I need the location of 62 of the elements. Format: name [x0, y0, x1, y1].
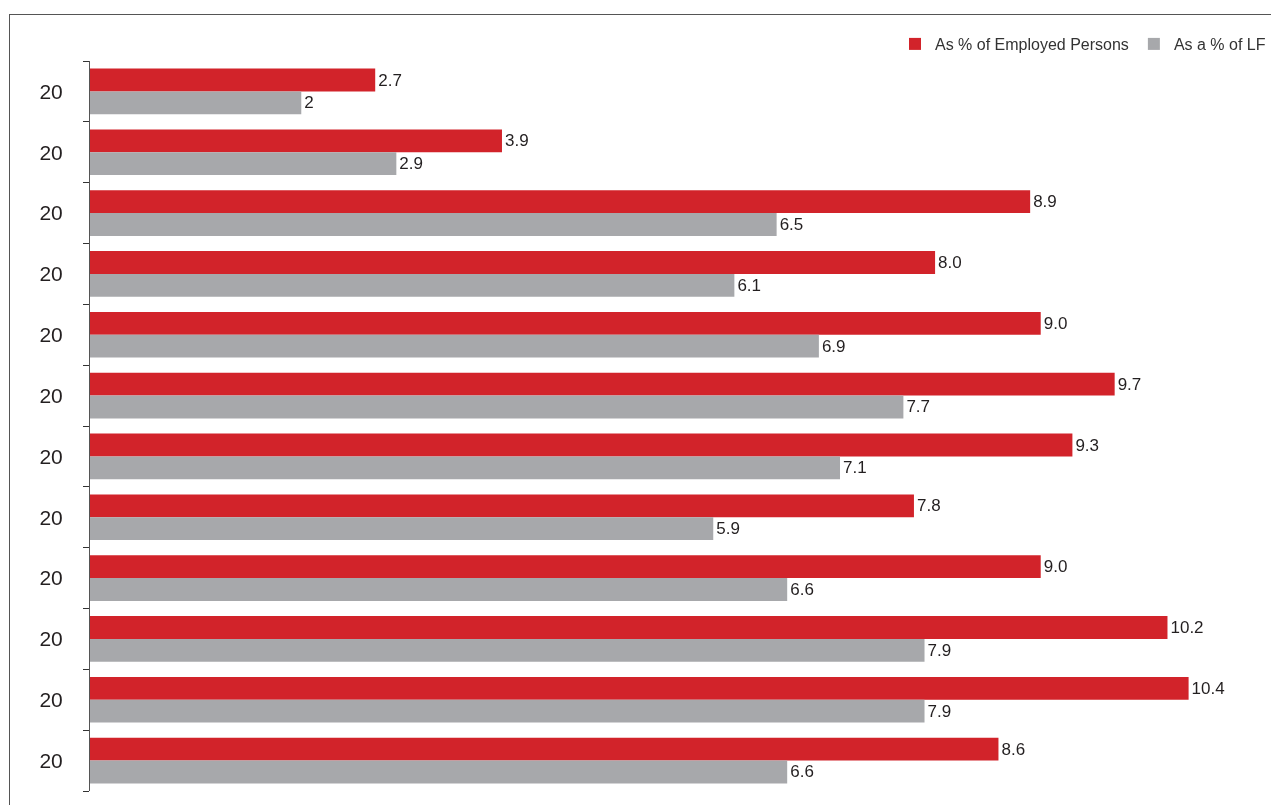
- bar: [90, 433, 1073, 457]
- bar: [90, 273, 735, 297]
- bar: [90, 760, 788, 784]
- y-tick-label: 20: [39, 566, 63, 590]
- legend-label: As a % of LF: [1173, 36, 1266, 54]
- bar: [90, 616, 1168, 639]
- data-label: 9.0: [1043, 313, 1068, 333]
- legend-label: As % of Employed Persons: [935, 36, 1129, 54]
- y-tick-label: 20: [39, 262, 63, 286]
- data-label: 10.2: [1170, 618, 1204, 638]
- bar: [90, 456, 841, 480]
- data-label: 7.9: [927, 640, 952, 660]
- y-tick-label: 20: [39, 323, 63, 347]
- bar: [90, 638, 925, 662]
- bar: [90, 311, 1041, 335]
- y-tick-label: 20: [39, 688, 63, 712]
- bar: [90, 190, 1031, 214]
- bar: [90, 372, 1115, 396]
- bar: [90, 213, 777, 236]
- data-label: 8.6: [1001, 739, 1026, 759]
- data-label: 6.9: [821, 336, 846, 356]
- data-label: 8.9: [1033, 192, 1057, 212]
- data-label: 10.4: [1191, 678, 1225, 698]
- y-tick-label: 20: [39, 201, 63, 225]
- bar: [90, 676, 1189, 700]
- data-label: 2.7: [378, 70, 402, 90]
- bar: [90, 129, 502, 153]
- y-tick-label: 20: [39, 627, 63, 651]
- data-label: 9.3: [1075, 435, 1100, 455]
- bar: [90, 152, 397, 176]
- bar: [90, 68, 376, 92]
- data-label: 6.5: [779, 214, 804, 234]
- bar: [90, 334, 819, 358]
- data-label: 9.7: [1117, 374, 1142, 394]
- y-tick-label: 20: [39, 383, 63, 407]
- bar: [90, 251, 936, 274]
- y-tick-label: 20: [39, 444, 63, 468]
- data-label: 7.9: [927, 701, 952, 721]
- bar: [90, 578, 788, 601]
- data-label: 3.9: [504, 131, 529, 151]
- data-label: 9.0: [1043, 557, 1068, 577]
- data-label: 6.6: [790, 762, 814, 782]
- bar: [90, 517, 714, 541]
- data-label: 8.0: [938, 253, 962, 273]
- y-tick-label: 20: [39, 140, 63, 164]
- bar: [90, 555, 1041, 579]
- bar: [90, 395, 904, 419]
- data-label: 6.6: [790, 579, 814, 599]
- data-label: 2: [304, 93, 314, 113]
- y-tick-label: 20: [39, 79, 63, 103]
- bar: [90, 737, 999, 761]
- bar: [90, 91, 302, 115]
- data-label: 7.7: [906, 397, 931, 417]
- data-label: 6.1: [737, 275, 762, 295]
- data-label: 2.9: [399, 154, 423, 174]
- data-label: 7.8: [916, 496, 941, 516]
- y-tick-label: 20: [39, 505, 63, 529]
- bar: [90, 494, 914, 518]
- y-tick-label: 20: [39, 748, 63, 772]
- data-label: 5.9: [716, 519, 740, 539]
- data-label: 7.1: [843, 458, 867, 478]
- bar: [90, 699, 925, 723]
